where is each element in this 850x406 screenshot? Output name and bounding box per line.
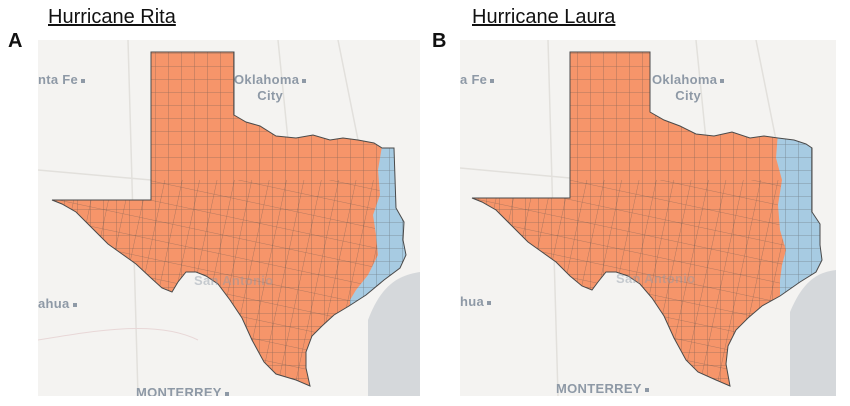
city-dot-icon xyxy=(490,78,495,83)
city-dot-icon xyxy=(720,78,725,83)
map-svg-rita xyxy=(38,40,420,396)
city-dot-icon xyxy=(72,302,77,307)
city-label-oklahoma-city: Oklahoma City xyxy=(234,72,307,104)
panel-letter-a: A xyxy=(8,30,23,52)
map-panel-rita: nta Fe Oklahoma City ahua San Antonio MON… xyxy=(38,40,420,396)
city-label-chihuahua: hua xyxy=(460,294,492,310)
panel-letter-b: B xyxy=(432,30,447,52)
map-svg-laura xyxy=(460,40,836,396)
gulf-water xyxy=(368,272,420,396)
city-label-san-antonio: San Antonio xyxy=(194,273,274,288)
city-dot-icon xyxy=(81,78,86,83)
city-label-oklahoma-city: Oklahoma City xyxy=(652,72,725,104)
panel-title-laura: Hurricane Laura xyxy=(472,6,616,28)
map-panel-laura: a Fe Oklahoma City hua San Antonio MONTER… xyxy=(460,40,836,396)
city-label-monterrey: MONTERREY xyxy=(556,381,649,396)
city-label-monterrey: MONTERREY xyxy=(136,385,229,396)
gulf-water xyxy=(790,270,836,396)
city-label-santa-fe: a Fe xyxy=(460,72,495,88)
city-dot-icon xyxy=(224,391,229,396)
city-label-santa-fe: nta Fe xyxy=(38,72,86,88)
city-dot-icon xyxy=(302,78,307,83)
panel-title-rita: Hurricane Rita xyxy=(48,6,176,28)
city-label-san-antonio: San Antonio xyxy=(616,271,696,286)
city-dot-icon xyxy=(644,387,649,392)
city-dot-icon xyxy=(487,300,492,305)
city-label-chihuahua: ahua xyxy=(38,296,77,312)
